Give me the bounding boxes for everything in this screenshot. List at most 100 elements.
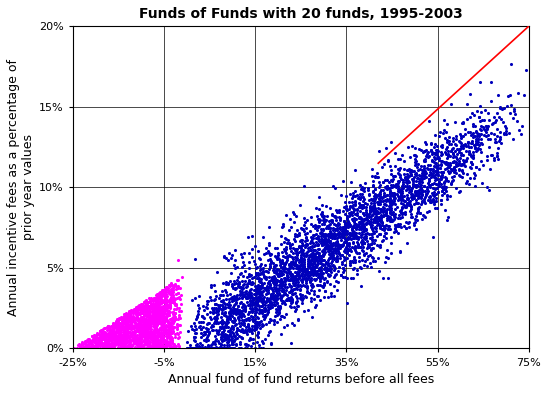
- Point: [117, 334, 125, 340]
- Point: [131, 335, 140, 342]
- Point: [210, 345, 219, 352]
- Point: [372, 213, 381, 220]
- Point: [387, 218, 396, 224]
- Point: [272, 289, 281, 296]
- Point: [139, 342, 148, 348]
- Point: [99, 340, 108, 347]
- Point: [426, 174, 435, 180]
- Point: [276, 316, 284, 322]
- Point: [278, 293, 287, 299]
- Point: [469, 123, 477, 129]
- Point: [237, 289, 246, 295]
- Point: [169, 341, 178, 347]
- Point: [294, 257, 303, 263]
- Point: [219, 299, 227, 305]
- Point: [250, 312, 259, 318]
- Point: [159, 290, 168, 296]
- Point: [421, 191, 430, 198]
- Point: [163, 338, 172, 345]
- Point: [291, 290, 300, 296]
- Point: [314, 216, 323, 222]
- Point: [376, 199, 385, 206]
- Point: [159, 324, 168, 330]
- Point: [359, 222, 368, 229]
- Point: [238, 329, 247, 335]
- Point: [451, 140, 460, 147]
- Point: [272, 286, 281, 292]
- Point: [268, 296, 277, 302]
- Point: [279, 286, 288, 292]
- Point: [114, 341, 123, 347]
- Point: [223, 292, 232, 298]
- Point: [346, 246, 355, 252]
- Point: [304, 248, 313, 255]
- Point: [343, 220, 352, 227]
- Point: [301, 241, 310, 247]
- Point: [437, 180, 446, 187]
- Point: [442, 184, 450, 190]
- Point: [438, 144, 447, 150]
- Point: [447, 166, 456, 173]
- Point: [90, 339, 99, 345]
- Point: [419, 196, 428, 202]
- Point: [265, 240, 273, 246]
- Point: [123, 324, 132, 330]
- Point: [163, 307, 172, 314]
- Point: [481, 127, 489, 133]
- Point: [348, 244, 357, 250]
- Point: [155, 331, 163, 337]
- Point: [141, 324, 150, 331]
- Point: [252, 321, 260, 328]
- Point: [246, 301, 254, 308]
- Point: [114, 325, 123, 331]
- Point: [312, 302, 321, 308]
- Point: [253, 282, 262, 288]
- Point: [218, 280, 227, 286]
- Point: [152, 312, 161, 318]
- Point: [125, 338, 134, 344]
- Point: [458, 170, 467, 176]
- Point: [368, 211, 377, 218]
- Point: [134, 320, 142, 326]
- Point: [357, 216, 366, 222]
- Point: [391, 223, 400, 229]
- Point: [112, 334, 121, 340]
- Point: [156, 289, 164, 295]
- Point: [124, 318, 133, 324]
- Point: [255, 285, 264, 291]
- Point: [141, 335, 150, 342]
- Point: [205, 345, 214, 352]
- Point: [252, 286, 261, 292]
- Point: [140, 333, 149, 339]
- Point: [230, 345, 238, 352]
- Point: [151, 310, 159, 316]
- Point: [292, 285, 301, 291]
- Point: [383, 246, 391, 253]
- Point: [243, 323, 252, 329]
- Point: [100, 331, 109, 337]
- Point: [111, 338, 119, 344]
- Point: [144, 321, 152, 328]
- Point: [170, 299, 179, 306]
- Point: [110, 333, 118, 340]
- Point: [362, 216, 371, 222]
- Point: [309, 252, 318, 258]
- Point: [280, 275, 289, 281]
- Point: [414, 146, 423, 152]
- Point: [398, 178, 407, 185]
- Point: [135, 311, 144, 317]
- Point: [372, 222, 381, 228]
- Point: [234, 284, 243, 290]
- Point: [303, 276, 312, 283]
- Point: [230, 318, 238, 324]
- Point: [255, 294, 264, 300]
- Point: [443, 196, 452, 202]
- Point: [189, 345, 198, 352]
- Point: [140, 318, 149, 324]
- Point: [225, 342, 233, 348]
- Point: [126, 309, 135, 315]
- Point: [243, 294, 252, 300]
- Point: [278, 259, 287, 265]
- Point: [323, 232, 332, 239]
- Point: [307, 266, 316, 272]
